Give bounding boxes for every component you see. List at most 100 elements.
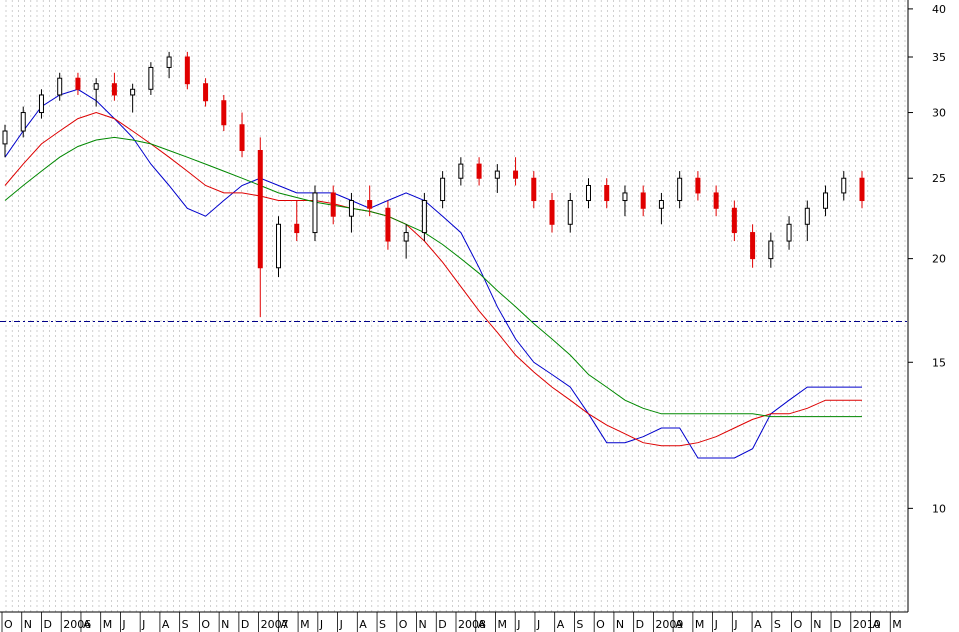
x-tick-label: J <box>141 618 145 631</box>
x-tick-label: O <box>4 618 13 631</box>
x-tick-label: M <box>103 618 113 631</box>
candle-body <box>823 192 829 209</box>
x-tick-label: D <box>43 618 51 631</box>
candle-body <box>38 94 44 114</box>
candle-body <box>348 200 354 217</box>
candle-down <box>513 157 519 186</box>
x-tick-label: M <box>695 618 705 631</box>
y-tick-label: 15 <box>932 356 946 369</box>
x-tick-label: N <box>616 618 624 631</box>
candle-down <box>330 185 336 225</box>
x-tick-label: D <box>636 618 644 631</box>
candle-up <box>276 216 282 278</box>
candle-body <box>786 223 792 242</box>
y-tick-label: 35 <box>932 51 946 64</box>
candle-down <box>111 72 117 101</box>
candle-up <box>494 164 500 193</box>
candle-body <box>513 170 519 179</box>
candle-body <box>768 240 774 260</box>
x-tick-label: A <box>754 618 762 631</box>
candle-down <box>713 185 719 217</box>
candle-body <box>859 177 865 202</box>
candle-down <box>750 224 756 268</box>
candle-body <box>385 207 391 242</box>
candle-up <box>348 192 354 233</box>
x-tick-label: D <box>241 618 249 631</box>
x-tick-label: A <box>557 618 565 631</box>
x-tick-label: J <box>339 618 343 631</box>
candle-body <box>276 223 282 269</box>
x-tick-label: A <box>162 618 170 631</box>
x-tick-label: M <box>300 618 310 631</box>
x-tick-label: A <box>83 618 91 631</box>
candle-down <box>367 185 373 217</box>
candle-body <box>476 163 482 179</box>
candle-up <box>841 171 847 201</box>
y-tick-label: 20 <box>932 253 946 266</box>
candle-body <box>312 192 318 234</box>
x-tick-label: 2008 <box>458 618 486 631</box>
candle-body <box>731 207 737 234</box>
candle-body <box>695 177 701 194</box>
grid-lines <box>5 0 906 612</box>
x-tick-label: N <box>24 618 32 631</box>
x-tick-label: M <box>892 618 902 631</box>
candle-body <box>148 66 154 90</box>
candle-body <box>804 207 810 225</box>
candle-up <box>804 200 810 242</box>
candle-up <box>768 232 774 268</box>
candle-up <box>57 72 63 101</box>
x-tick-label: O <box>596 618 605 631</box>
candle-up <box>93 78 99 107</box>
x-tick-label: S <box>379 618 386 631</box>
candle-body <box>367 200 373 209</box>
candle-down <box>203 78 209 107</box>
x-tick-label: N <box>419 618 427 631</box>
y-tick-label: 10 <box>932 502 946 515</box>
x-tick-label: D <box>833 618 841 631</box>
y-tick-label: 25 <box>932 172 946 185</box>
candle-down <box>385 200 391 250</box>
candle-down <box>294 200 300 242</box>
candle-down <box>731 200 737 242</box>
x-tick-label: A <box>675 618 683 631</box>
candlesticks <box>2 51 865 318</box>
x-tick-label: 2007 <box>261 618 289 631</box>
candle-up <box>20 106 26 138</box>
x-tick-label: 2010 <box>853 618 881 631</box>
x-tick-label: N <box>221 618 229 631</box>
x-tick-label: O <box>399 618 408 631</box>
x-tick-label: J <box>733 618 737 631</box>
candle-down <box>859 171 865 209</box>
candle-body <box>841 177 847 194</box>
candle-body <box>677 177 683 202</box>
candle-body <box>658 200 664 209</box>
moving-averages <box>4 88 862 459</box>
candle-down <box>640 185 646 217</box>
x-tick-label: O <box>794 618 803 631</box>
candle-down <box>75 72 81 95</box>
x-tick-label: J <box>121 618 125 631</box>
candle-up <box>2 124 8 158</box>
candle-body <box>403 232 409 242</box>
candle-body <box>294 223 300 234</box>
y-tick-label: 40 <box>932 3 946 16</box>
candle-body <box>257 150 263 269</box>
x-tick-label: A <box>359 618 367 631</box>
moving-average-line-1 <box>4 88 862 459</box>
candle-up <box>440 171 446 209</box>
candle-up <box>148 62 154 95</box>
candle-up <box>403 224 409 259</box>
candle-body <box>549 200 555 225</box>
x-tick-label: A <box>873 618 881 631</box>
candle-up <box>458 157 464 186</box>
candle-down <box>221 94 227 132</box>
candle-body <box>585 185 591 202</box>
x-tick-label: M <box>497 618 507 631</box>
candle-up <box>421 192 427 242</box>
candle-up <box>312 185 318 242</box>
candle-down <box>695 171 701 201</box>
x-tick-label: S <box>774 618 781 631</box>
